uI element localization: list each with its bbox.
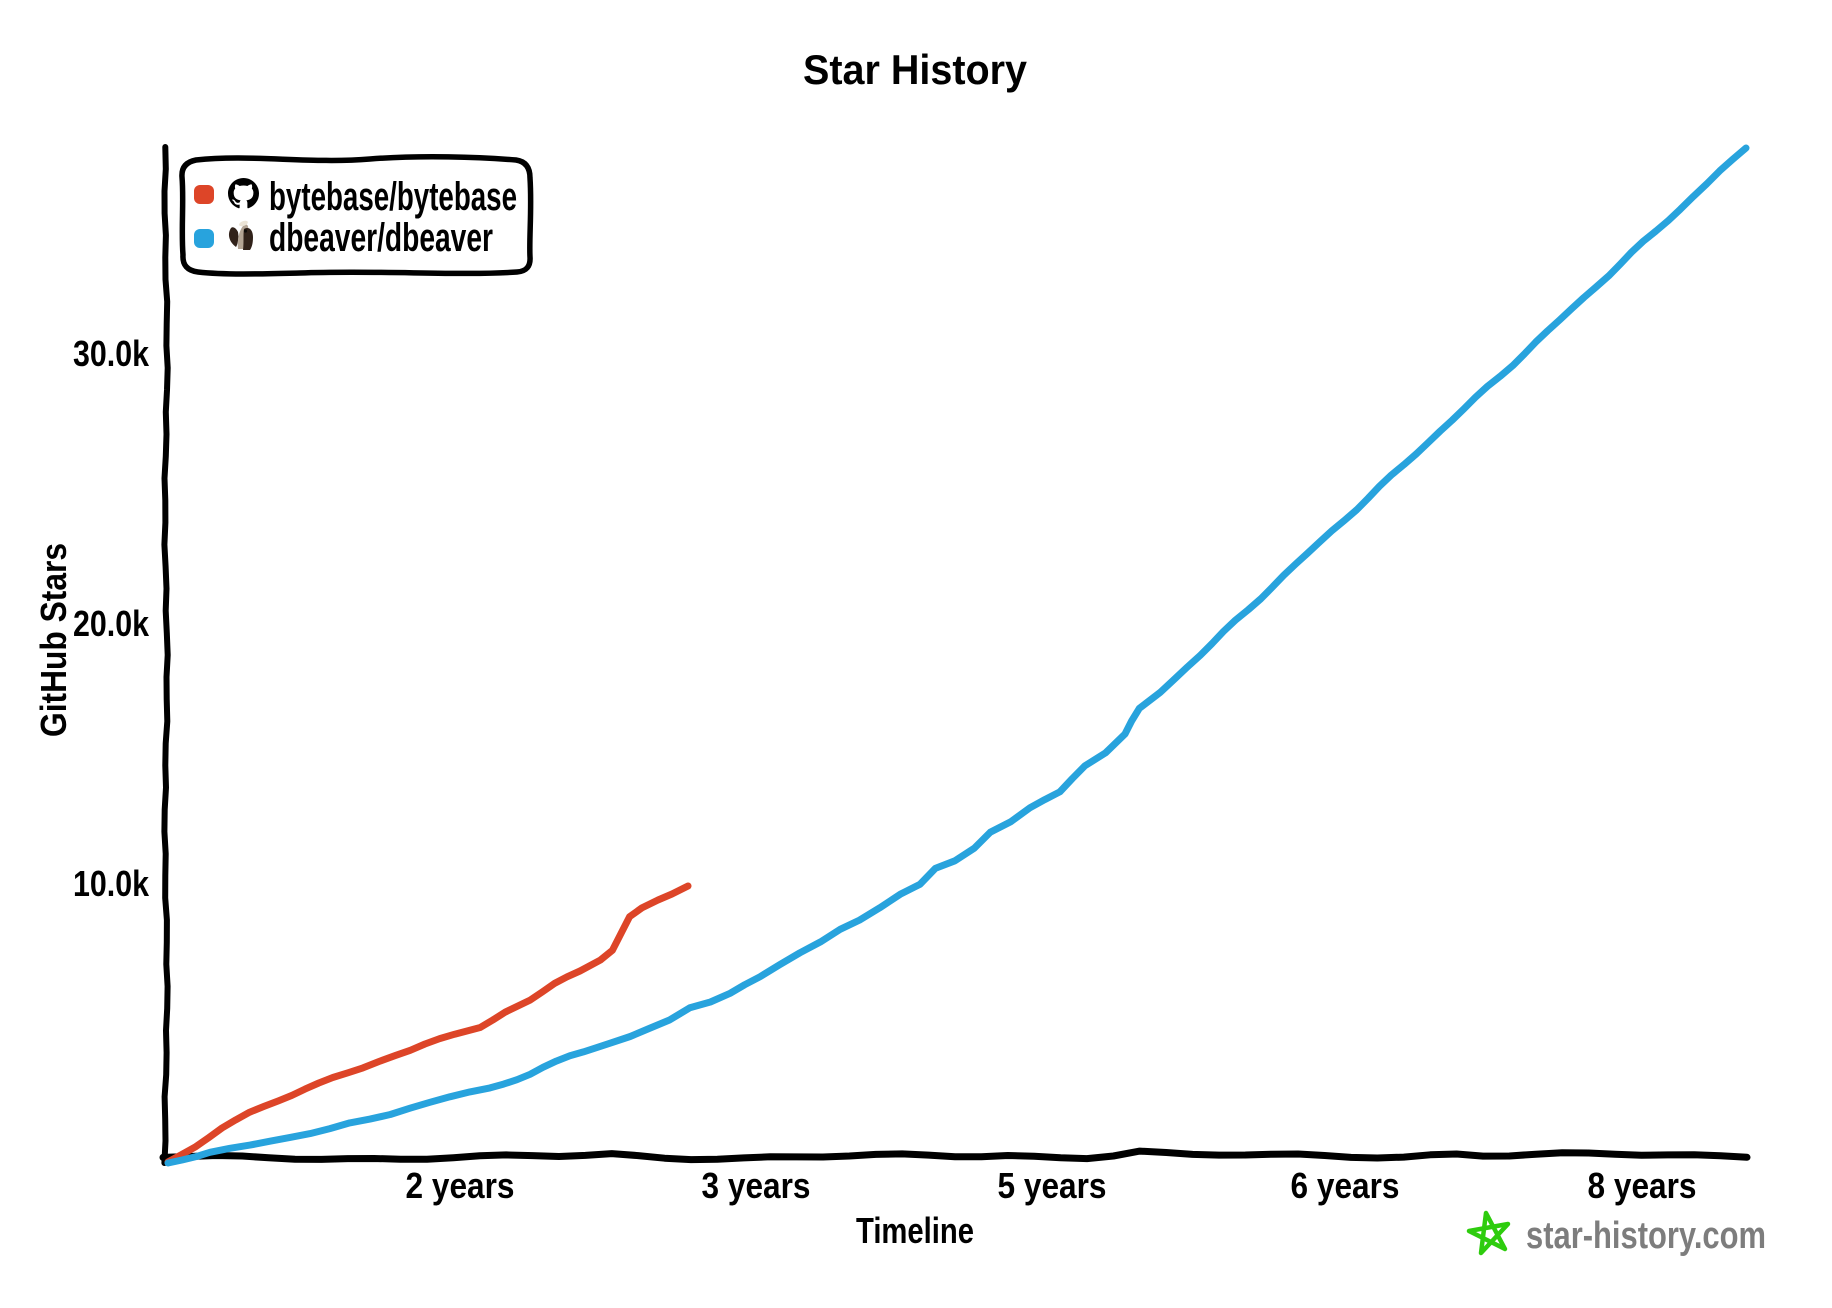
svg-text:star-history.com: star-history.com xyxy=(1526,1215,1766,1257)
svg-text:20.0k: 20.0k xyxy=(73,603,150,644)
svg-text:8 years: 8 years xyxy=(1588,1165,1697,1206)
svg-text:Star History: Star History xyxy=(803,46,1028,93)
svg-text:30.0k: 30.0k xyxy=(73,333,150,374)
svg-text:bytebase/bytebase: bytebase/bytebase xyxy=(269,175,517,219)
svg-text:GitHub Stars: GitHub Stars xyxy=(33,543,74,737)
svg-text:3 years: 3 years xyxy=(702,1165,811,1206)
svg-text:dbeaver/dbeaver: dbeaver/dbeaver xyxy=(269,216,493,260)
svg-text:10.0k: 10.0k xyxy=(73,863,150,904)
svg-text:5 years: 5 years xyxy=(998,1165,1107,1206)
svg-text:6 years: 6 years xyxy=(1291,1165,1400,1206)
svg-text:Timeline: Timeline xyxy=(856,1210,974,1251)
svg-text:2 years: 2 years xyxy=(406,1165,515,1206)
